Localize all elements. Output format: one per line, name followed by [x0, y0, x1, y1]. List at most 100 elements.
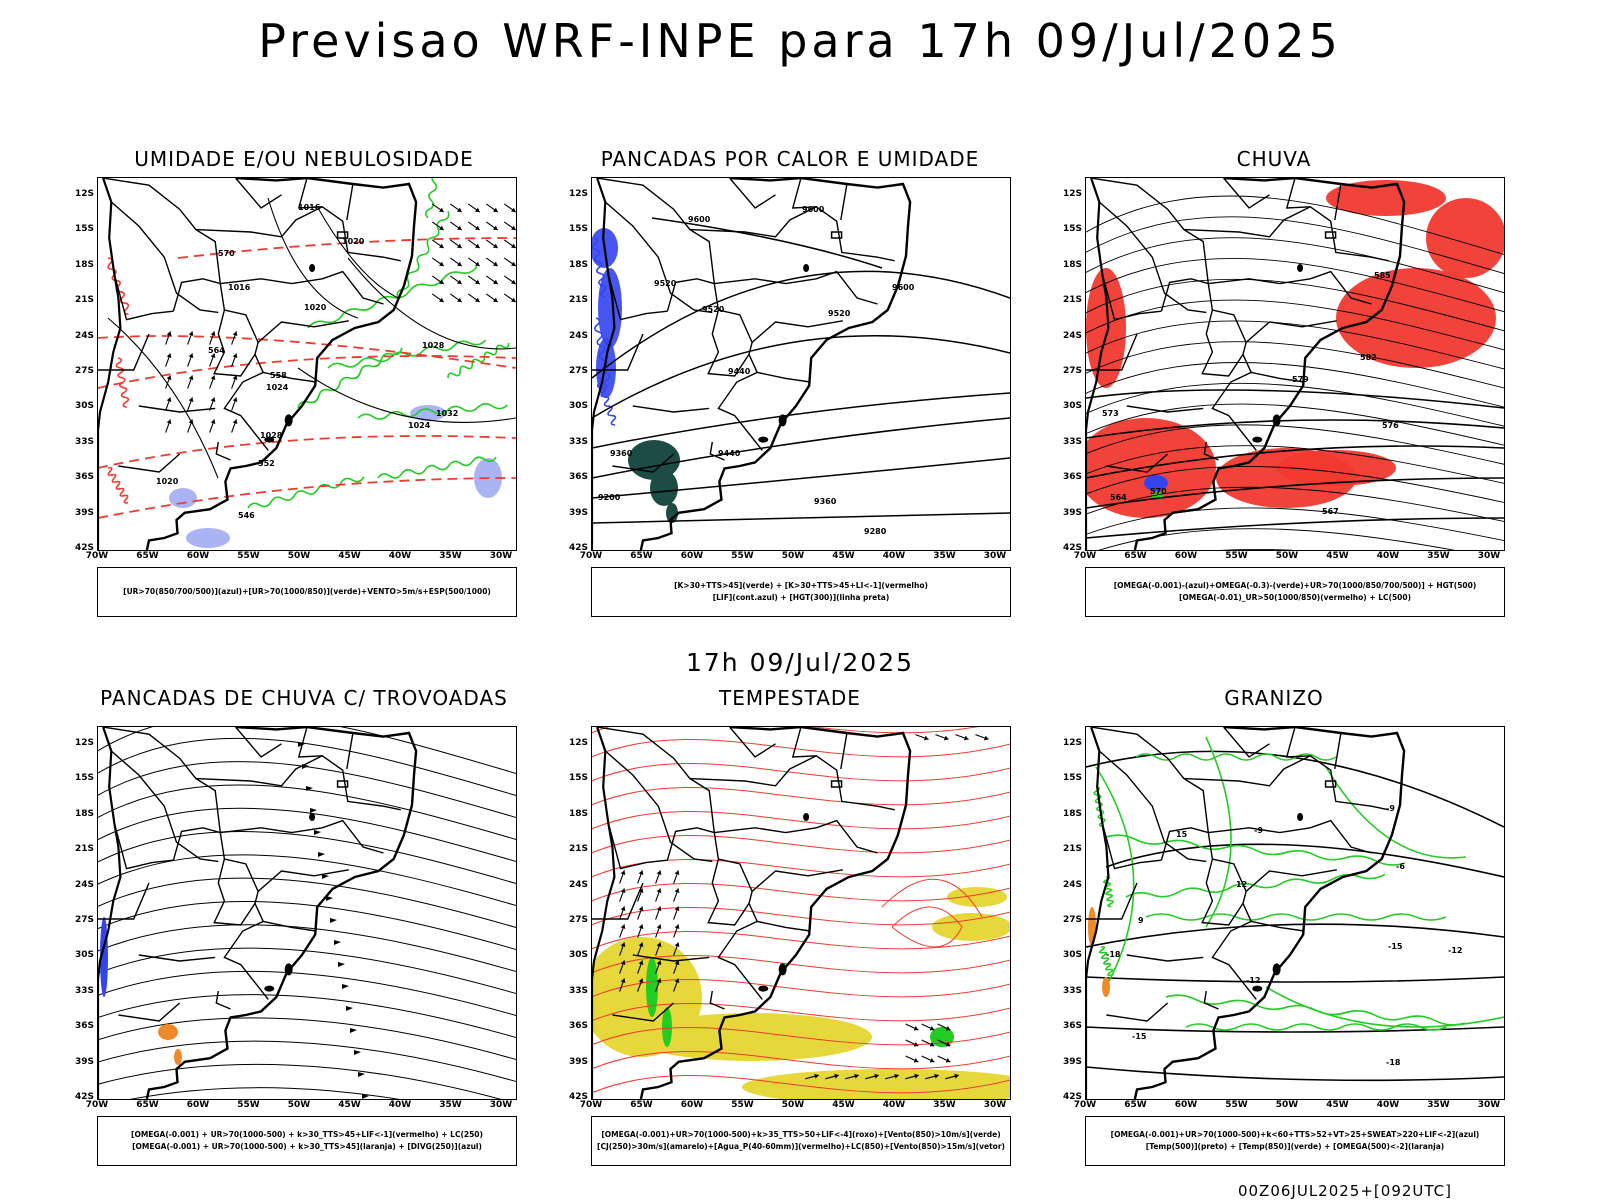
lat-tick-label: 24S — [568, 330, 588, 341]
lat-tick-label: 15S — [74, 224, 94, 235]
lon-tick-label: 55W — [731, 551, 754, 561]
lat-tick-label: 33S — [1062, 985, 1082, 996]
lat-tick-label: 18S — [74, 259, 94, 270]
map-pancadas-calor[interactable]: 9600 9600 9600 9520 9520 9520 9440 9360 9360 9280… — [591, 177, 1011, 551]
lat-tick-label: 36S — [568, 472, 588, 483]
contour-label: 570 — [218, 249, 235, 258]
contour-label: 552 — [258, 459, 275, 468]
lat-tick-label: 24S — [1062, 879, 1082, 890]
contour-label: -12 — [1448, 946, 1462, 955]
lat-tick-label: 12S — [568, 738, 588, 748]
legend-line: [UR>70(850/700/500)](azul)+[UR>70(1000/8… — [123, 587, 491, 596]
map-umidade[interactable]: 1016 1020 1016 1020 1024 1028 1024 1028 1032 1020… — [97, 177, 517, 551]
lat-tick-label: 33S — [74, 985, 94, 996]
legend-line: [OMEGA(-0.001) + UR>70(1000-500) + k>30_… — [132, 1142, 482, 1151]
lon-tick-label: 30W — [983, 1100, 1007, 1110]
map-overlays — [98, 727, 516, 1099]
lat-tick-label: 15S — [1062, 773, 1082, 784]
lat-tick-label: 18S — [74, 808, 94, 819]
contour-label: 564 — [1110, 493, 1127, 502]
lon-tick-label: 60W — [1174, 551, 1198, 561]
lon-tick-label: 60W — [680, 551, 704, 561]
lat-tick-label: 12S — [1062, 189, 1082, 199]
lat-tick-label: 12S — [1062, 738, 1082, 748]
contour-label: 582 — [1360, 353, 1377, 362]
lon-tick-label: 65W — [136, 1100, 159, 1110]
lat-tick-label: 27S — [1062, 915, 1082, 925]
lon-tick-label: 45W — [338, 551, 361, 561]
lat-tick-label: 30S — [1062, 401, 1082, 412]
map-trovoadas[interactable] — [97, 726, 517, 1100]
contour-label: 546 — [238, 511, 255, 520]
lat-tick-label: 24S — [1062, 330, 1082, 341]
contour-label: 9520 — [702, 305, 725, 314]
legend-line: [OMEGA(-0.001)+UR>70(1000-500)+k>35_TTS>… — [601, 1130, 1001, 1139]
contour-label: 9360 — [610, 449, 633, 458]
lat-tick-label: 27S — [74, 915, 94, 925]
forecast-time-subtitle: 17h 09/Jul/2025 — [685, 648, 915, 677]
lon-tick-label: 65W — [136, 551, 159, 561]
lat-tick-label: 21S — [568, 295, 588, 306]
lon-tick-label: 55W — [1225, 551, 1248, 561]
lat-tick-label: 30S — [568, 401, 588, 412]
map-chuva[interactable]: 585 582 579 576 573 570 567 564 — [1085, 177, 1505, 551]
contour-label: 12 — [1236, 880, 1247, 889]
lon-tick-label: 30W — [1477, 551, 1501, 561]
contour-label: 1028 — [260, 431, 283, 440]
lat-tick-label: 42S — [1062, 1092, 1082, 1102]
lon-tick-label: 50W — [781, 551, 805, 561]
lat-tick-label: 18S — [1062, 259, 1082, 270]
contour-label: 576 — [1382, 421, 1399, 430]
lon-tick-label: 55W — [1225, 1100, 1248, 1110]
contour-label: 1020 — [304, 303, 327, 312]
map-granizo[interactable]: -9 -9 -6 -12 -12 -15 -15 -18 -18 12 15 9 — [1085, 726, 1505, 1100]
lon-tick-label: 60W — [186, 1100, 210, 1110]
lon-tick-label: 45W — [1326, 551, 1349, 561]
lon-tick-label: 60W — [680, 1100, 704, 1110]
legend-line: [LIF](cont.azul) + [HGT(300)](linha pret… — [712, 593, 890, 602]
lat-tick-label: 27S — [568, 915, 588, 925]
lon-tick-label: 65W — [630, 551, 653, 561]
lon-tick-label: 40W — [882, 1100, 906, 1110]
lat-tick-label: 33S — [568, 436, 588, 447]
contour-label: 9600 — [892, 283, 915, 292]
lon-tick-label: 55W — [237, 551, 260, 561]
lon-tick-label: 35W — [933, 1100, 956, 1110]
lon-tick-label: 60W — [1174, 1100, 1198, 1110]
lat-tick-label: 30S — [1062, 950, 1082, 961]
lon-tick-label: 40W — [1376, 551, 1400, 561]
lat-tick-label: 30S — [74, 950, 94, 961]
lon-tick-label: 55W — [731, 1100, 754, 1110]
legend-line: [OMEGA(-0.01)_UR>50(1000/850)(vermelho) … — [1178, 593, 1412, 602]
lat-tick-label: 21S — [74, 295, 94, 306]
panel-title-trovoadas: PANCADAS DE CHUVA C/ TROVOADAS — [100, 686, 508, 710]
lon-tick-label: 50W — [287, 551, 311, 561]
lat-tick-label: 36S — [74, 472, 94, 483]
lat-tick-label: 15S — [1062, 224, 1082, 235]
map-tempestade[interactable] — [591, 726, 1011, 1100]
legend-chuva: [OMEGA(-0.001)-(azul)+OMEGA(-0.3)-(verde… — [1085, 567, 1505, 617]
lon-tick-label: 35W — [1427, 551, 1450, 561]
contour-label: 1016 — [228, 283, 251, 292]
lat-tick-label: 39S — [568, 1056, 588, 1067]
contour-label: 15 — [1176, 830, 1188, 839]
legend-tempestade: [OMEGA(-0.001)+UR>70(1000-500)+k>35_TTS>… — [591, 1116, 1011, 1166]
contour-label: 1032 — [436, 409, 458, 418]
lat-tick-label: 18S — [1062, 808, 1082, 819]
lat-tick-label: 36S — [1062, 472, 1082, 483]
lat-tick-label: 24S — [74, 879, 94, 890]
lat-tick-label: 27S — [74, 366, 94, 376]
legend-line: [OMEGA(-0.001) + UR>70(1000-500) + k>30_… — [131, 1130, 483, 1139]
lat-tick-label: 39S — [1062, 507, 1082, 518]
lat-tick-label: 39S — [568, 507, 588, 518]
lon-tick-label: 65W — [1124, 551, 1147, 561]
contour-label: 1024 — [266, 383, 289, 392]
contour-label: -15 — [1132, 1032, 1147, 1041]
lon-tick-label: 35W — [1427, 1100, 1450, 1110]
lon-tick-label: 50W — [781, 1100, 805, 1110]
lat-tick-label: 18S — [568, 808, 588, 819]
lat-tick-label: 30S — [74, 401, 94, 412]
lat-tick-label: 12S — [74, 738, 94, 748]
lon-tick-label: 50W — [1275, 551, 1299, 561]
contour-label: 9600 — [802, 205, 825, 214]
